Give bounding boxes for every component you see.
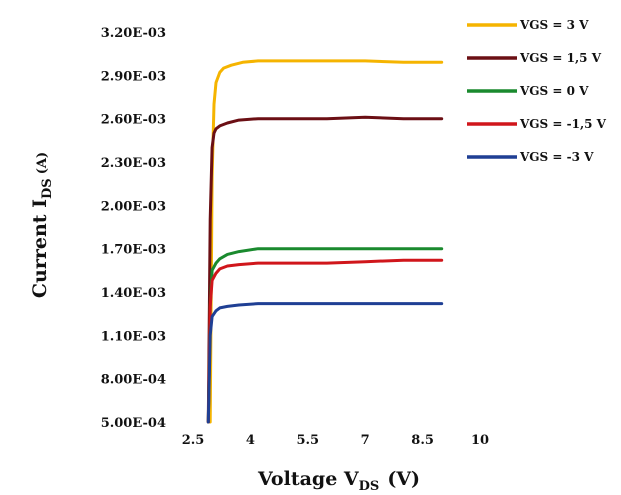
- y-tick-label: 2.90E-03: [101, 69, 166, 84]
- legend-item: VGS = -3 V: [467, 150, 594, 164]
- x-tick-label: 8.5: [411, 433, 434, 448]
- y-tick-label: 8.00E-04: [101, 373, 166, 388]
- x-axis-title-sub: DS: [359, 479, 380, 494]
- y-tick-label: 2.30E-03: [101, 156, 166, 171]
- plot-lines: [206, 59, 444, 424]
- x-tick-label: 4: [246, 433, 255, 448]
- legend-label: VGS = -1,5 V: [519, 117, 607, 131]
- x-tick-label: 2.5: [182, 433, 205, 448]
- series-line-0: [208, 59, 444, 424]
- legend-label: VGS = 0 V: [519, 84, 589, 98]
- x-axis-title: Voltage VDS (V): [257, 468, 420, 494]
- y-tick-label: 1.40E-03: [101, 286, 166, 301]
- y-tick-label: 3.20E-03: [101, 26, 166, 41]
- y-tick-label: 1.10E-03: [101, 329, 166, 344]
- y-tick-labels: 5.00E-04 8.00E-04 1.10E-03 1.40E-03 1.70E-03…: [101, 26, 166, 431]
- x-tick-label: 5.5: [296, 433, 319, 448]
- series-line-4: [206, 302, 444, 424]
- series-line-1: [206, 115, 444, 424]
- legend-label: VGS = 3 V: [519, 18, 589, 32]
- y-tick-label: 1.70E-03: [101, 243, 166, 258]
- legend-label: VGS = 1,5 V: [519, 51, 602, 65]
- series-line-2: [206, 247, 444, 424]
- x-tick-labels: 2.5 4 5.5 7 8.5 10: [182, 433, 489, 448]
- y-axis-title-main: Current I: [29, 199, 51, 298]
- legend-label: VGS = -3 V: [519, 150, 594, 164]
- y-axis-title: Current IDS (A): [29, 152, 55, 298]
- x-axis-title-unit: (V): [387, 468, 420, 490]
- y-axis-title-unit: (A): [35, 152, 50, 174]
- series-line-3: [206, 258, 444, 424]
- y-tick-label: 2.60E-03: [101, 113, 166, 128]
- legend-item: VGS = 0 V: [467, 84, 589, 98]
- legend-item: VGS = 1,5 V: [467, 51, 602, 65]
- x-axis-title-main: Voltage V: [257, 468, 360, 490]
- x-tick-label: 10: [471, 433, 489, 448]
- legend-item: VGS = 3 V: [467, 18, 589, 32]
- y-axis-title-sub: DS: [40, 178, 55, 199]
- y-tick-label: 2.00E-03: [101, 199, 166, 214]
- y-tick-label: 5.00E-04: [101, 416, 166, 431]
- legend: VGS = 3 V VGS = 1,5 V VGS = 0 V VGS = -1,5 …: [467, 18, 607, 164]
- x-tick-label: 7: [361, 433, 370, 448]
- legend-item: VGS = -1,5 V: [467, 117, 607, 131]
